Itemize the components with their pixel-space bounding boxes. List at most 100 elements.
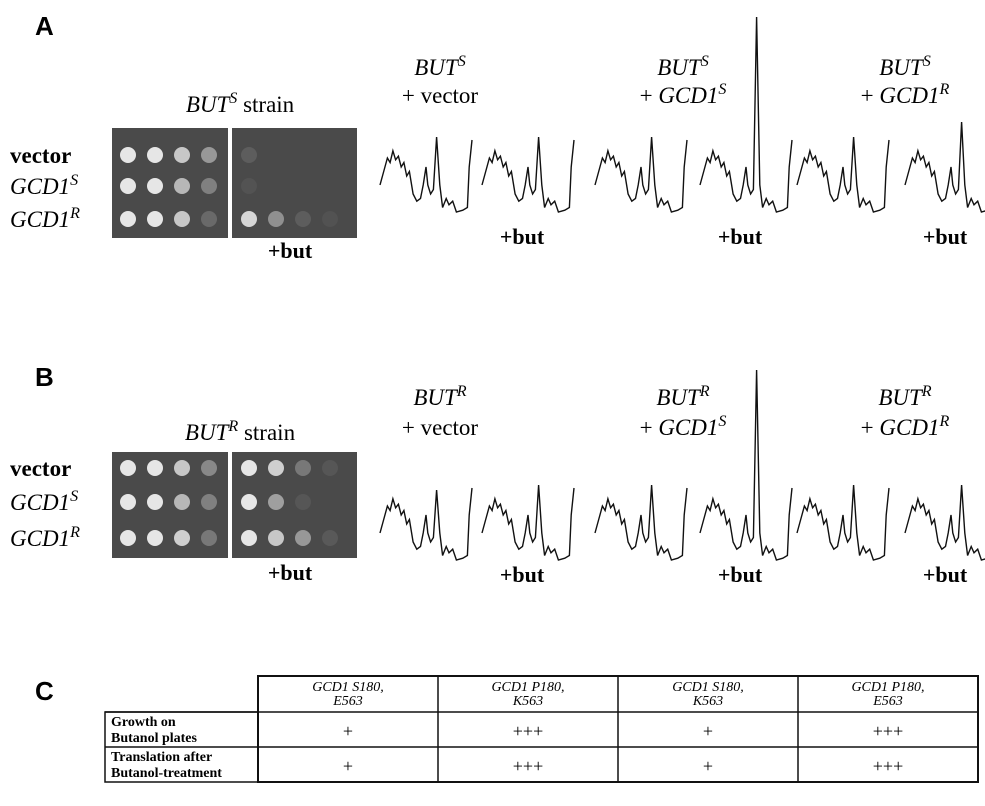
- plate-title: BUTS strain: [186, 90, 295, 117]
- colony-spot: [322, 460, 338, 476]
- colony-spot: [174, 147, 190, 163]
- profile-strain: BUTS: [414, 53, 466, 80]
- text-part: BUT: [414, 55, 460, 80]
- profile-strain: BUTR: [413, 383, 466, 410]
- text-part: GCD1: [879, 415, 939, 440]
- treatment-label: +but: [718, 562, 763, 587]
- superscript: S: [718, 81, 726, 98]
- colony-spot: [147, 178, 163, 194]
- colony-spot: [268, 460, 284, 476]
- profile-construct: + GCD1S: [640, 81, 727, 108]
- polysome-profile: [700, 17, 792, 212]
- panel-label: C: [35, 676, 54, 706]
- colony-spot: [322, 494, 338, 510]
- colony-spot: [268, 494, 284, 510]
- colony-spot: [295, 494, 311, 510]
- text-part: BUT: [657, 55, 703, 80]
- colony-spot: [174, 460, 190, 476]
- text-part: GCD1: [658, 83, 718, 108]
- colony-spot: [174, 178, 190, 194]
- superscript: R: [227, 418, 238, 435]
- superscript: S: [458, 53, 466, 70]
- text-part: GCD1: [10, 526, 70, 551]
- text-part: GCD1: [10, 490, 70, 515]
- colony-spot: [147, 460, 163, 476]
- row-label: vector: [10, 143, 71, 168]
- profile-construct: + GCD1R: [861, 413, 950, 440]
- colony-spot: [295, 460, 311, 476]
- table-cell: +++: [513, 721, 543, 741]
- polysome-profile: [905, 485, 985, 560]
- text-part: +: [861, 415, 880, 440]
- column-header: GCD1 P180,: [491, 680, 564, 695]
- column-header: E563: [332, 694, 363, 709]
- colony-spot: [241, 147, 257, 163]
- colony-spot: [147, 494, 163, 510]
- colony-spot: [174, 211, 190, 227]
- row-header: Butanol-treatment: [111, 766, 222, 781]
- text-part: GCD1: [10, 174, 70, 199]
- profile-strain: BUTS: [657, 53, 709, 80]
- text-part: GCD1: [879, 83, 939, 108]
- superscript: R: [921, 383, 932, 400]
- colony-spot: [120, 494, 136, 510]
- row-label: GCD1S: [10, 488, 78, 515]
- row-header: Translation after: [111, 750, 212, 765]
- table-cell: +: [343, 721, 353, 741]
- superscript: R: [69, 205, 80, 222]
- colony-spot: [295, 178, 311, 194]
- colony-spot: [174, 494, 190, 510]
- superscript: S: [718, 413, 726, 430]
- superscript: R: [456, 383, 467, 400]
- superscript: S: [229, 90, 237, 107]
- table-cell: +++: [513, 756, 543, 776]
- colony-spot: [322, 147, 338, 163]
- colony-spot: [295, 530, 311, 546]
- row-label: GCD1S: [10, 172, 78, 199]
- colony-spot: [295, 211, 311, 227]
- colony-spot: [120, 178, 136, 194]
- colony-spot: [201, 211, 217, 227]
- profile-construct: + GCD1S: [640, 413, 727, 440]
- colony-spot: [268, 211, 284, 227]
- text-part: + vector: [402, 415, 479, 440]
- polysome-profile: [482, 137, 574, 212]
- text-part: BUT: [879, 55, 925, 80]
- profile-construct: + GCD1R: [861, 81, 950, 108]
- colony-spot: [147, 211, 163, 227]
- colony-spot: [322, 530, 338, 546]
- superscript: R: [69, 524, 80, 541]
- table-cell: +++: [873, 721, 903, 741]
- colony-spot: [147, 530, 163, 546]
- text-part: BUT: [186, 92, 232, 117]
- text-part: + vector: [402, 83, 479, 108]
- text-part: BUT: [185, 420, 231, 445]
- table-cell: +: [703, 756, 713, 776]
- row-header: Butanol plates: [111, 731, 198, 746]
- text-part: BUT: [878, 385, 924, 410]
- text-part: vector: [10, 456, 71, 481]
- colony-spot: [120, 211, 136, 227]
- text-part: strain: [237, 92, 294, 117]
- profile-strain: BUTR: [656, 383, 709, 410]
- colony-spot: [241, 530, 257, 546]
- superscript: S: [70, 488, 78, 505]
- colony-spot: [241, 178, 257, 194]
- superscript: R: [938, 81, 949, 98]
- text-part: +: [861, 83, 880, 108]
- column-header: GCD1 S180,: [672, 680, 744, 695]
- treatment-label: +but: [500, 224, 545, 249]
- table-cell: +: [703, 721, 713, 741]
- column-header: GCD1 S180,: [312, 680, 384, 695]
- panel-label: B: [35, 362, 54, 392]
- column-header: E563: [872, 694, 903, 709]
- polysome-profile: [482, 485, 574, 560]
- superscript: R: [699, 383, 710, 400]
- treatment-label: +but: [268, 238, 313, 263]
- polysome-profile: [905, 122, 985, 212]
- text-part: strain: [238, 420, 295, 445]
- colony-spot: [201, 530, 217, 546]
- row-header: Growth on: [111, 715, 176, 730]
- colony-spot: [201, 178, 217, 194]
- colony-spot: [174, 530, 190, 546]
